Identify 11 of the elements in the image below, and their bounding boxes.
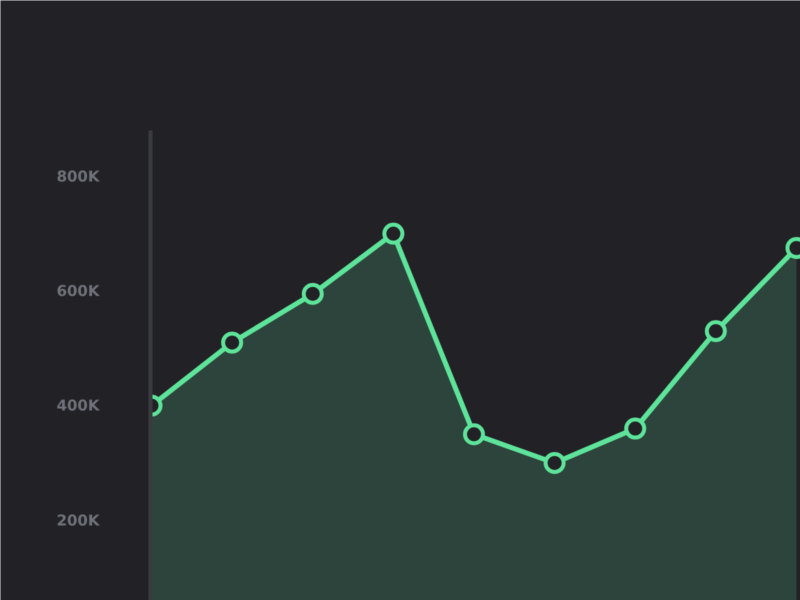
point	[221, 332, 244, 354]
point	[382, 222, 404, 245]
y-tick-label: 600K	[56, 282, 101, 300]
point	[462, 423, 485, 446]
point	[624, 418, 646, 440]
y-tick-label: 800K	[56, 167, 101, 186]
y-tick-label: 200K	[56, 511, 101, 530]
point	[704, 320, 727, 342]
y-tick-label: 400K	[56, 396, 101, 415]
point	[302, 282, 324, 305]
point	[544, 452, 566, 474]
